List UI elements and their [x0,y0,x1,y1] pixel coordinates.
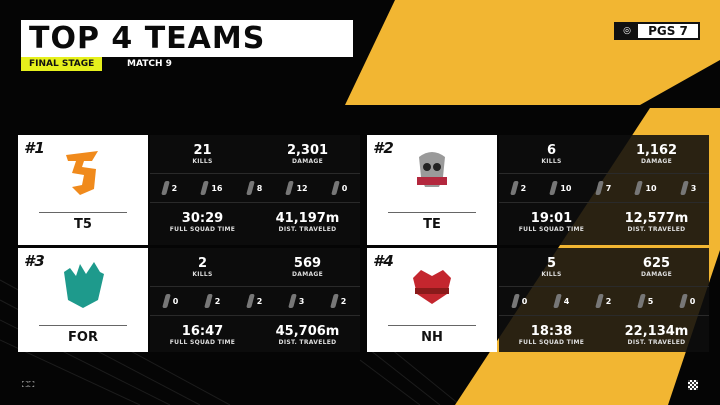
team-name: NH [421,330,443,345]
weapon-stat: 2 [203,294,220,308]
weapon-icon [634,181,644,195]
weapon-icon [594,294,604,308]
damage-value: 1,162 [635,142,678,158]
weapon-icon [330,181,340,195]
team-logo-icon [64,262,104,308]
weapon-stat: 3 [679,181,696,195]
weapon-stat: 5 [636,294,653,308]
weapon-icon [161,294,171,308]
weapon-stat: 2 [329,294,346,308]
team-rank: #4 [373,252,394,270]
team-rank: #2 [373,139,394,157]
weapon-stat: 10 [549,181,572,195]
fullscreen-icon: ⛶⛶ [22,380,36,389]
team-name: T5 [74,217,92,232]
weapon-icon [245,181,255,195]
weapon-icon [636,294,646,308]
team-rank: #3 [24,252,45,270]
distance-value: 22,134m [624,323,689,339]
weapon-icon [509,181,519,195]
checkered-flag-icon [688,380,698,390]
weapon-icon [594,181,604,195]
divider [388,212,476,213]
team-card: #3 FOR [18,248,148,352]
weapon-stat: 10 [634,181,657,195]
weapon-icon [285,181,295,195]
kills-value: 5 [546,255,557,271]
pgs-logo: ◎ PGS 7 [614,22,700,40]
damage-value: 569 [293,255,322,271]
kills-value: 21 [193,142,212,158]
weapon-stat: 0 [510,294,527,308]
weapon-icon [678,294,688,308]
squad-time-value: 19:01 [530,210,573,226]
stage-badge: FINAL STAGE [21,57,103,71]
weapon-icon [200,181,210,195]
weapon-icon [552,294,562,308]
divider [388,325,476,326]
squad-time-value: 30:29 [181,210,224,226]
weapon-stat: 3 [287,294,304,308]
weapon-icon [160,181,170,195]
pgs-emblem-icon: ◎ [616,24,638,38]
team-logo-icon [417,152,447,187]
weapon-stat: 8 [245,181,262,195]
damage-value: 2,301 [286,142,329,158]
weapon-stat: 2 [509,181,526,195]
weapon-stat: 16 [200,181,223,195]
weapon-icon [203,294,213,308]
team-logo-icon [66,151,98,195]
team-logo-icon [413,270,451,304]
team-card: #4 NH [367,248,497,352]
kills-value: 6 [546,142,557,158]
damage-value: 625 [642,255,671,271]
weapon-stat: 12 [285,181,308,195]
weapon-icon [245,294,255,308]
team-name: TE [423,217,441,232]
weapon-stat: 2 [594,294,611,308]
squad-time-value: 18:38 [530,323,573,339]
match-label: MATCH 9 [127,59,172,69]
weapon-stat: 0 [161,294,178,308]
weapon-icon [679,181,689,195]
yellow-stripe-top [345,0,720,105]
team-stats-panel: 21 KILLS 2,301 DAMAGE 2 16 8 12 0 30:29 FULL SQ… [150,135,360,245]
distance-value: 41,197m [275,210,340,226]
divider [39,212,127,213]
team-name: FOR [68,330,98,345]
weapon-stat: 0 [330,181,347,195]
squad-time-value: 16:47 [181,323,224,339]
weapon-stat: 0 [678,294,695,308]
page-title: TOP 4 TEAMS [21,20,353,57]
weapon-icon [287,294,297,308]
weapon-stat: 2 [245,294,262,308]
kills-value: 2 [197,255,208,271]
weapon-stat: 2 [160,181,177,195]
weapon-icon [329,294,339,308]
team-stats-panel: 6 KILLS 1,162 DAMAGE 2 10 7 10 3 19:01 FULL SQU… [499,135,709,245]
team-rank: #1 [24,139,45,157]
weapon-stat: 4 [552,294,569,308]
weapon-icon [549,181,559,195]
weapon-stat: 7 [594,181,611,195]
weapon-icon [510,294,520,308]
divider [39,325,127,326]
team-card: #1 T5 [18,135,148,245]
distance-value: 12,577m [624,210,689,226]
distance-value: 45,706m [275,323,340,339]
team-card: #2 TE [367,135,497,245]
